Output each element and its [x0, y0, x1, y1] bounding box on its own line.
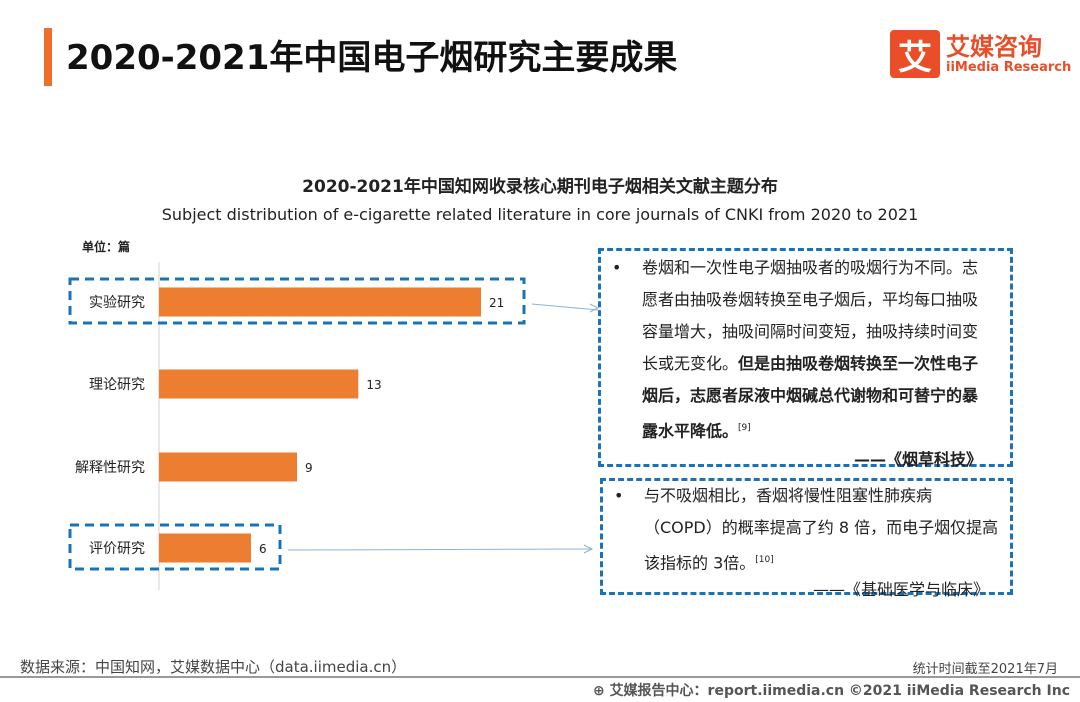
page-title: 2020-2021年中国电子烟研究主要成果 — [66, 38, 678, 78]
data-label: 21 — [489, 296, 504, 310]
bar — [159, 452, 297, 482]
arrow-icon — [583, 544, 594, 554]
note-ref: [9] — [738, 423, 751, 433]
footer-copyright-text: 艾媒报告中心：report.iimedia.cn ©2021 iiMedia R… — [609, 683, 1070, 699]
data-label: 13 — [366, 378, 381, 392]
connector-line — [531, 303, 599, 311]
data-label: 6 — [259, 542, 267, 556]
note-1: • 卷烟和一次性电子烟抽吸者的吸烟行为不同。志愿者由抽吸卷烟转换至电子烟后，平均… — [612, 252, 1002, 469]
bar — [159, 533, 251, 563]
bullet: • — [612, 258, 622, 277]
footer-divider — [0, 676, 1080, 678]
logo-en: iiMedia Research — [946, 59, 1072, 75]
chart-title: 2020-2021年中国知网收录核心期刊电子烟相关文献主题分布 — [302, 177, 778, 197]
note-source: ——《基础医学与临床》 — [812, 580, 989, 600]
highlight-box — [68, 523, 282, 571]
logo-cn: 艾媒咨询 — [946, 32, 1042, 61]
chart-subtitle: Subject distribution of e-cigarette rela… — [161, 205, 919, 224]
category-label: 评价研究 — [89, 541, 145, 557]
unit-label: 单位：篇 — [82, 240, 131, 254]
bullet: • — [614, 486, 624, 505]
bar — [159, 287, 481, 317]
category-label: 实验研究 — [89, 295, 145, 311]
logo-mark-icon: 艾 — [890, 30, 940, 78]
data-label: 9 — [305, 461, 313, 475]
note-2: • 与不吸烟相比，香烟将慢性阻塞性肺疾病（COPD）的概率提高了约 8 倍，而电… — [614, 480, 1004, 599]
note-box-1 — [598, 248, 1013, 467]
category-label: 理论研究 — [89, 377, 145, 393]
logo: 艾 艾媒咨询 iiMedia Research — [890, 30, 1071, 78]
footer-copyright: ⊕ 艾媒报告中心：report.iimedia.cn ©2021 iiMedia… — [593, 680, 1070, 700]
note-ref: [10] — [755, 555, 774, 565]
stat-time: 统计时间截至2021年7月 — [912, 662, 1058, 677]
data-source: 数据来源：中国知网，艾媒数据中心（data.iimedia.cn） — [20, 658, 407, 676]
note-source: ——《烟草科技》 — [853, 450, 982, 470]
note-text: 与不吸烟相比，香烟将慢性阻塞性肺疾病（COPD）的概率提高了约 8 倍，而电子烟… — [644, 486, 999, 573]
note-bold-text: 但是由抽吸卷烟转换至一次性电子烟后，志愿者尿液中烟碱总代谢物和可替宁的暴露水平降… — [642, 354, 979, 441]
connector-line — [287, 548, 593, 551]
highlight-box — [68, 277, 526, 325]
title-accent-bar — [44, 28, 52, 86]
globe-icon: ⊕ — [592, 683, 610, 699]
arrow-icon — [589, 303, 600, 313]
note-box-2 — [600, 478, 1013, 595]
bar — [159, 369, 359, 399]
note-text: 卷烟和一次性电子烟抽吸者的吸烟行为不同。志愿者由抽吸卷烟转换至电子烟后，平均每口… — [642, 258, 979, 373]
category-label: 解释性研究 — [75, 460, 145, 476]
